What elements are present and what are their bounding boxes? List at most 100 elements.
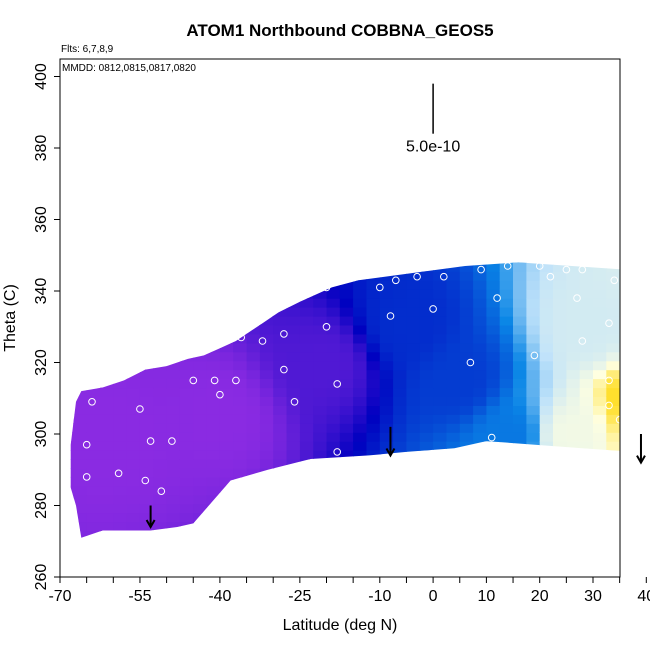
heatmap-cell <box>579 325 594 335</box>
heatmap-cell <box>246 494 261 505</box>
heatmap-cell <box>139 530 154 538</box>
heatmap-cell <box>179 280 194 290</box>
heatmap-cell <box>139 494 154 505</box>
heatmap-cell <box>339 405 354 415</box>
heatmap-cell <box>473 405 487 415</box>
sample-point <box>392 276 400 285</box>
heatmap-cell <box>619 262 620 263</box>
heatmap-cell <box>433 476 447 487</box>
heatmap-cell <box>193 369 208 380</box>
heatmap-cell <box>419 342 434 353</box>
heatmap-cell <box>379 271 394 281</box>
heatmap-cell <box>246 476 261 487</box>
heatmap-cell <box>166 307 181 317</box>
heatmap-cell <box>219 521 234 532</box>
heatmap-cell <box>499 432 514 442</box>
heatmap-cell <box>166 530 181 538</box>
heatmap-cell <box>619 521 620 532</box>
heatmap-cell <box>579 271 594 281</box>
heatmap-cell <box>606 476 620 487</box>
heatmap-cell <box>393 494 407 505</box>
heatmap-cell <box>166 521 181 532</box>
heatmap-cell <box>593 423 607 433</box>
heatmap-cell <box>286 530 301 538</box>
heatmap-cell <box>366 468 381 478</box>
heatmap-cell <box>286 342 301 353</box>
heatmap-cell <box>513 405 527 415</box>
heatmap-cell <box>433 414 447 424</box>
heatmap-cell <box>299 441 314 451</box>
heatmap-cell <box>486 468 501 478</box>
heatmap-cell <box>86 325 101 335</box>
heatmap-cell <box>646 334 650 344</box>
heatmap-cell <box>340 540 354 550</box>
heatmap-cell <box>393 387 407 397</box>
heatmap-cell <box>286 459 301 469</box>
heatmap-cell <box>259 423 274 433</box>
heatmap-cell <box>166 325 181 335</box>
y-tick-label: 300 <box>33 421 50 448</box>
heatmap-cell <box>259 530 274 538</box>
heatmap-cell <box>206 325 221 335</box>
heatmap-cell <box>139 342 154 353</box>
heatmap-cell <box>73 316 88 326</box>
heatmap-cell <box>139 503 154 514</box>
heatmap-cell <box>193 468 208 478</box>
heatmap-cell <box>73 494 88 505</box>
heatmap-cell <box>259 280 274 290</box>
heatmap-cell <box>286 414 301 424</box>
heatmap-cell <box>273 468 288 478</box>
heatmap-cell <box>646 423 650 433</box>
heatmap-cell <box>553 468 567 478</box>
heatmap-cell <box>233 307 248 317</box>
heatmap-cell <box>246 468 261 478</box>
heatmap-cell <box>126 262 141 272</box>
heatmap-cell <box>299 378 314 389</box>
heatmap-cell <box>353 351 367 362</box>
heatmap-cell <box>513 298 527 308</box>
heatmap-cell <box>313 289 328 299</box>
heatmap-cell <box>526 540 540 550</box>
heatmap-cell <box>313 360 328 371</box>
heatmap-cell <box>139 521 154 532</box>
heatmap-cell <box>379 369 394 380</box>
heatmap-cell <box>206 414 221 424</box>
heatmap-cell <box>646 522 650 532</box>
heatmap-cell <box>646 486 650 496</box>
heatmap-cell <box>366 333 381 344</box>
heatmap-cell <box>207 540 221 550</box>
heatmap-cell <box>473 262 487 263</box>
heatmap-cell <box>139 432 154 442</box>
heatmap-cell <box>593 396 607 406</box>
heatmap-cell <box>433 325 447 335</box>
heatmap-cell <box>273 459 288 469</box>
heatmap-cell <box>273 262 288 263</box>
heatmap-cell <box>233 351 248 362</box>
heatmap-cell <box>446 405 461 415</box>
heatmap-cell <box>366 494 381 505</box>
heatmap-cell <box>73 369 88 380</box>
heatmap-cell <box>166 494 181 505</box>
arrows <box>145 426 646 529</box>
heatmap-cell <box>619 423 620 433</box>
heatmap-cell <box>526 414 541 424</box>
heatmap-cell <box>566 405 581 415</box>
heatmap-cell <box>206 342 221 353</box>
heatmap-cell <box>299 423 314 433</box>
heatmap-cell <box>473 262 487 272</box>
heatmap-cell <box>393 485 407 496</box>
heatmap-cell <box>73 378 88 389</box>
heatmap-cell <box>393 459 407 469</box>
heatmap-cell <box>73 432 88 442</box>
heatmap-cell <box>486 414 501 424</box>
heatmap-cell <box>139 351 154 362</box>
heatmap-cell <box>326 512 341 523</box>
heatmap-cell <box>100 298 114 308</box>
heatmap-cell <box>259 494 274 505</box>
heatmap-cell <box>299 360 314 371</box>
sample-points <box>82 262 650 496</box>
heatmap-cell <box>339 307 354 317</box>
heatmap-cell <box>619 396 620 406</box>
heatmap-cell <box>70 468 74 478</box>
